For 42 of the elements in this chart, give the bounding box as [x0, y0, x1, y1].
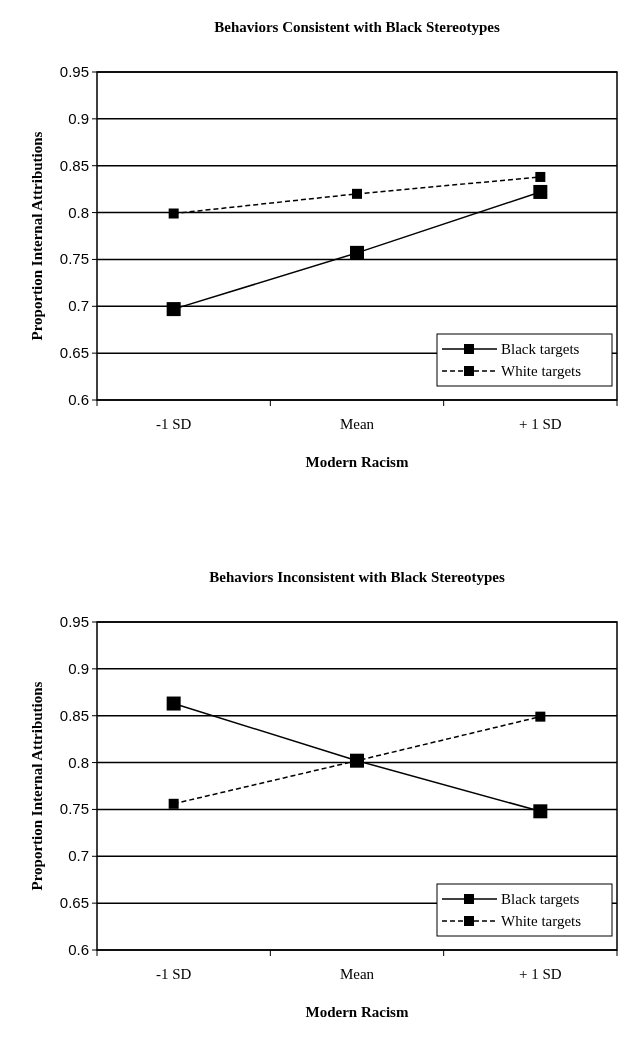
y-tick-label: 0.7	[68, 847, 89, 865]
y-tick-label: 0.8	[68, 203, 89, 221]
legend-label: Black targets	[501, 341, 580, 357]
point	[166, 696, 181, 711]
chart-title: Behaviors Inconsistent with Black Stereotypes	[209, 569, 505, 585]
x-tick-label: + 1 SD	[519, 966, 562, 982]
y-axis-title: Proportion Internal Attributions	[29, 131, 45, 341]
point	[352, 188, 362, 199]
y-tick-label: 0.95	[59, 63, 89, 80]
x-tick-label: Mean	[339, 966, 375, 982]
y-tick-label: 0.65	[59, 344, 89, 362]
y-tick-label: 0.6	[68, 941, 89, 958]
y-tick-label: 0.75	[59, 800, 89, 818]
x-tick-label: Mean	[339, 416, 375, 432]
y-tick-label: 0.8	[68, 753, 89, 771]
legend-label: White targets	[501, 363, 582, 379]
point	[166, 302, 181, 317]
y-tick-label: 0.75	[59, 250, 89, 268]
point	[350, 245, 364, 260]
x-axis-title: Modern Racism	[305, 1004, 409, 1020]
x-tick-label: + 1 SD	[519, 416, 562, 432]
legend-label: White targets	[501, 913, 582, 929]
y-tick-label: 0.95	[59, 613, 89, 630]
y-tick-label: 0.6	[68, 391, 89, 408]
y-tick-label: 0.85	[59, 156, 89, 174]
y-axis-title: Proportion Internal Attributions	[29, 681, 45, 891]
point	[168, 798, 179, 809]
y-tick-label: 0.7	[68, 297, 89, 315]
legend-label: Black targets	[501, 891, 580, 907]
point	[535, 171, 546, 182]
point	[535, 711, 546, 722]
y-tick-label: 0.9	[68, 659, 89, 677]
x-axis-title: Modern Racism	[305, 454, 409, 470]
x-tick-label: -1 SD	[155, 416, 192, 432]
y-tick-label: 0.65	[59, 894, 89, 912]
point	[168, 208, 179, 219]
x-tick-label: -1 SD	[155, 966, 192, 982]
y-tick-label: 0.85	[59, 706, 89, 724]
point	[533, 804, 548, 819]
chart-title: Behaviors Consistent with Black Stereotypes	[214, 19, 500, 35]
point	[533, 184, 548, 199]
y-tick-label: 0.9	[68, 109, 89, 127]
